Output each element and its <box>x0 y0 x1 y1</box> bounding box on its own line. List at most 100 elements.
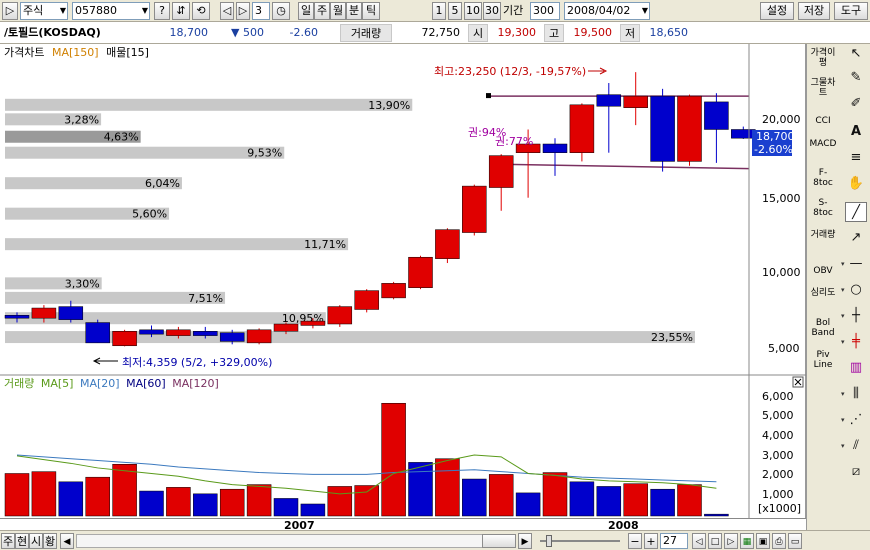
prev-button[interactable]: ◁ <box>220 2 234 20</box>
tool-pivline[interactable]: Piv Line <box>813 350 833 370</box>
scroll-track[interactable] <box>76 534 516 548</box>
eraser-all-icon[interactable]: ✐ <box>850 96 862 111</box>
tab-market[interactable]: 시 <box>29 533 43 549</box>
next-button[interactable]: ▷ <box>236 2 250 20</box>
open-value: 19,300 <box>497 26 537 39</box>
volume-bar <box>219 488 245 517</box>
print-icon[interactable]: ⎙ <box>772 533 786 549</box>
period-week-button[interactable]: 주 <box>314 2 330 20</box>
trendline-icon[interactable]: ╱ <box>845 202 867 222</box>
zoom-value-input[interactable]: 27 <box>660 533 688 549</box>
dropdown-arrow-icon[interactable]: ▾ <box>841 312 845 320</box>
candle-body <box>139 329 164 335</box>
period-month-button[interactable]: 월 <box>330 2 346 20</box>
volume-profile-bar <box>5 207 170 220</box>
text-tool-icon[interactable]: A <box>850 124 862 139</box>
tab-stock[interactable]: 주 <box>1 533 15 549</box>
interval-30-button[interactable]: 30 <box>483 2 501 20</box>
period-minute-button[interactable]: 분 <box>346 2 362 20</box>
tool-psychology[interactable]: 심리도 <box>810 288 836 298</box>
eraser-icon[interactable]: ✎ <box>850 70 862 85</box>
period-day-button[interactable]: 일 <box>298 2 314 20</box>
clock-icon[interactable]: ◷ <box>272 2 290 20</box>
volume-profile-bar <box>5 130 141 143</box>
cursor-icon[interactable]: ↖ <box>850 46 862 61</box>
interval-10-button[interactable]: 10 <box>464 2 482 20</box>
dropdown-arrow-icon[interactable]: ▾ <box>841 390 845 398</box>
help-button[interactable]: ? <box>154 2 170 20</box>
interval-5-button[interactable]: 5 <box>448 2 462 20</box>
dropdown-arrow-icon[interactable]: ▾ <box>841 260 845 268</box>
play-icon[interactable]: ▷ <box>724 533 738 549</box>
price-y-tick: 10,000 <box>762 266 801 279</box>
volume-title-ma5: MA[5] <box>41 377 74 390</box>
stop-icon[interactable]: □ <box>708 533 722 549</box>
candle-body <box>112 331 137 347</box>
vertical-lines-icon[interactable]: ⫼ <box>853 386 859 401</box>
bars-icon[interactable]: ▥ <box>849 360 863 375</box>
market-select[interactable]: 주식 ▼ <box>20 2 68 20</box>
chart-canvas[interactable]: 13,90% 3,28% 4,63% 9,53% 6,04% 5,60% 11,71% 3,3… <box>0 44 806 520</box>
price-panel-title: 가격차트 MA[150] 매물[15] <box>4 46 149 59</box>
horizontal-lines-icon[interactable]: ≡ <box>850 150 862 165</box>
scroll-right-button[interactable]: ▶ <box>518 533 532 549</box>
scroll-thumb[interactable] <box>482 534 516 548</box>
scroll-left-button[interactable]: ◀ <box>60 533 74 549</box>
period-tick-button[interactable]: 틱 <box>362 2 380 20</box>
dropdown-arrow-icon[interactable]: ▾ <box>841 416 845 424</box>
vertical-line-icon[interactable]: ┼ <box>852 308 860 323</box>
tool-cci[interactable]: CCI <box>815 116 831 126</box>
sort-icon[interactable]: ⇵ <box>172 2 190 20</box>
zoom-slider-track[interactable] <box>540 540 620 542</box>
tool-net-chart[interactable]: 그물차트 <box>810 78 836 98</box>
play-back-icon[interactable]: ◁ <box>692 533 706 549</box>
tool-f8toc[interactable]: F-8toc <box>813 168 833 188</box>
dropdown-arrow-icon[interactable]: ▾ <box>841 338 845 346</box>
save-button[interactable]: 저장 <box>798 2 830 20</box>
window-icon[interactable]: ▭ <box>788 533 802 549</box>
tools-button[interactable]: 도구 <box>834 2 868 20</box>
dropdown-arrow-icon[interactable]: ▾ <box>841 442 845 450</box>
arrow-line-icon[interactable]: ↗ <box>850 230 862 245</box>
tool-macd[interactable]: MACD <box>809 139 837 149</box>
toolbar: ▷ 주식 ▼ 057880 ▼ ? ⇵ ⟲ ◁ ▷ 3 ◷ 일 주 월 분 틱 1 … <box>0 0 870 22</box>
volume-bar <box>4 473 30 517</box>
tool-price-ma[interactable]: 가격이평 <box>810 48 836 68</box>
tool-s8toc[interactable]: S-8toc <box>813 198 833 218</box>
range-input[interactable]: 300 <box>530 2 560 20</box>
parallel-lines-icon[interactable]: ⫽ <box>853 438 859 453</box>
save-image-icon[interactable]: ▣ <box>756 533 770 549</box>
tool-volume[interactable]: 거래량 <box>810 230 836 240</box>
chart-area[interactable]: 13,90% 3,28% 4,63% 9,53% 6,04% 5,60% 11,71% 3,3… <box>0 44 806 520</box>
volume-bar <box>273 498 299 517</box>
tab-status[interactable]: 황 <box>43 533 57 549</box>
excel-icon[interactable]: ▦ <box>740 533 754 549</box>
paint-icon[interactable]: ✋ <box>847 176 865 191</box>
volume-bar <box>58 481 84 517</box>
quote-bar: /토필드(KOSDAQ) 18,700 ▼ 500 -2.60 거래량 72,7… <box>0 22 870 44</box>
stock-code-input[interactable]: 057880 ▼ <box>72 2 150 20</box>
candle-body <box>650 95 675 162</box>
interval-1-button[interactable]: 1 <box>432 2 446 20</box>
zoom-in-button[interactable]: + <box>644 533 658 549</box>
panel-toggle-button[interactable]: ▷ <box>2 2 18 20</box>
zoom-slider-thumb[interactable] <box>546 535 552 547</box>
candle-body <box>515 143 541 153</box>
settings-button[interactable]: 설정 <box>760 2 794 20</box>
tool-bolband[interactable]: Bol Band <box>811 318 835 338</box>
diagonal-lines-icon[interactable]: ⧄ <box>851 464 861 479</box>
low-value: 18,650 <box>649 26 689 39</box>
fan-icon[interactable]: ⋰ <box>849 412 863 427</box>
date-input[interactable]: 2008/04/02 ▼ <box>564 2 650 20</box>
zoom-out-button[interactable]: − <box>628 533 642 549</box>
horizontal-line-icon[interactable]: — <box>849 256 863 271</box>
circle-icon[interactable]: ○ <box>850 282 862 297</box>
tab-current[interactable]: 현 <box>15 533 29 549</box>
period-input[interactable]: 3 <box>252 2 270 20</box>
channel-handle <box>486 93 491 99</box>
link-icon[interactable]: ⟲ <box>192 2 210 20</box>
high-annotation: 최고:23,250 (12/3, -19,57%) <box>434 65 586 78</box>
dropdown-arrow-icon[interactable]: ▾ <box>841 286 845 294</box>
tool-obv[interactable]: OBV <box>813 266 833 276</box>
candle-icon[interactable]: ╪ <box>852 334 860 349</box>
